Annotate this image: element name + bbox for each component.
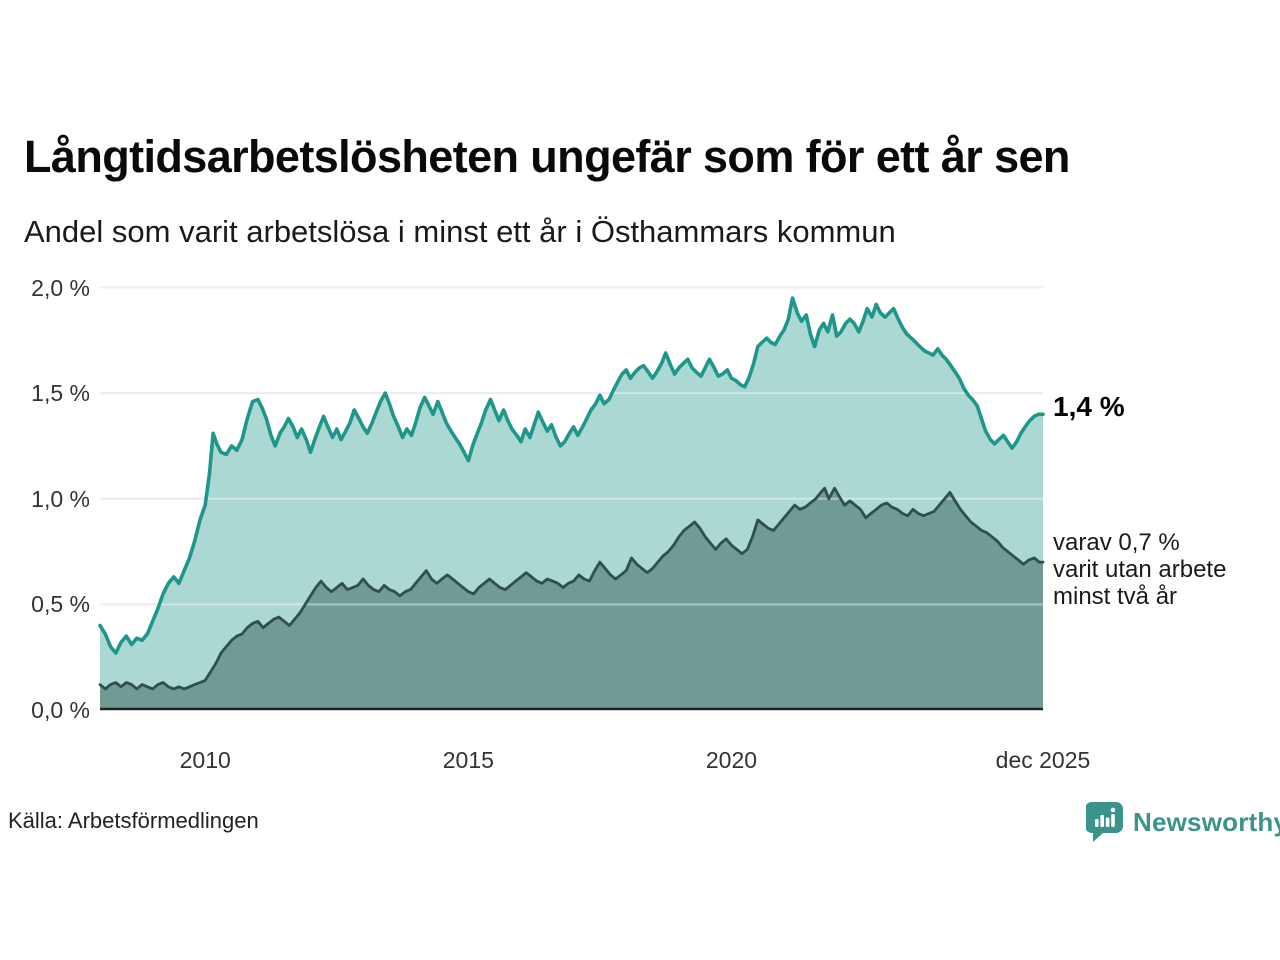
x-axis-tick-label: dec 2025 [995,747,1091,773]
x-axis-tick-label: 2020 [705,747,758,773]
source-note: Källa: Arbetsförmedlingen [8,808,259,833]
newsworthy-wordmark: Newsworthy [1133,806,1280,837]
x-axis-tick-label: 2015 [442,747,494,773]
annotation-line-1: varav 0,7 % [1053,529,1180,556]
newsworthy-brand: Newsworthy [1086,801,1280,843]
annotation-line-3: minst två år [1053,583,1178,610]
y-axis-tick-label: 1,0 % [31,485,90,512]
area-chart [98,286,1045,711]
y-axis-tick-label: 2,0 % [31,274,90,301]
annotation-line-2: varit utan arbete [1053,556,1227,583]
y-axis-tick-label: 0,5 % [31,591,90,618]
y-axis-tick-label: 1,5 % [31,380,90,407]
secondary-series-annotation: varav 0,7 % varit utan arbete minst två … [1053,529,1226,610]
newsworthy-logo-icon [1086,802,1123,842]
chart-subtitle: Andel som varit arbetslösa i minst ett å… [24,214,896,249]
y-axis-tick-label: 0,0 % [31,697,90,723]
page-title: Långtidsarbetslösheten ungefär som för e… [24,131,1070,182]
x-axis-tick-label: 2010 [179,747,231,773]
plot-area: 2,0 % 1,5 % 1,0 % 0,5 % 0,0 % 2010 2015 2020 dec… [31,275,1090,774]
latest-value-label: 1,4 % [1053,391,1125,422]
